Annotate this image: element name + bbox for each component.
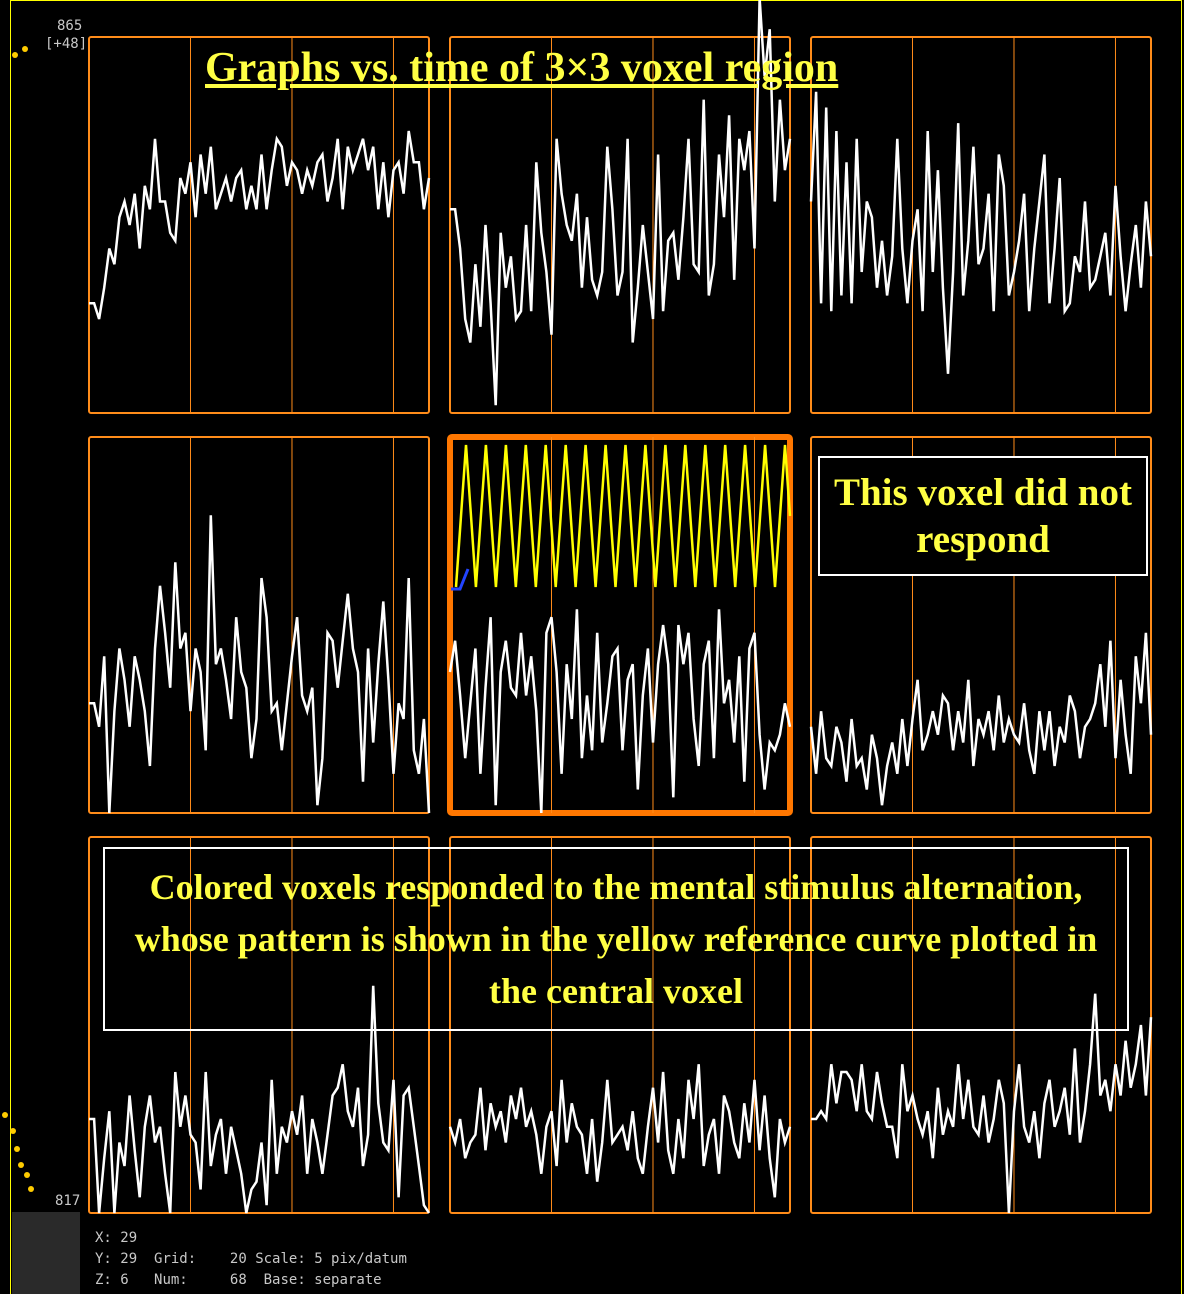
status-x: X: 29 [95, 1230, 138, 1246]
voxel-timeseries [448, 609, 792, 814]
decor-dot [18, 1162, 24, 1168]
decor-dot [2, 1112, 8, 1118]
no-response-note: This voxel did not respond [818, 456, 1148, 576]
decor-dot [12, 52, 18, 58]
caption-box: Colored voxels responded to the mental s… [103, 847, 1129, 1031]
decor-dot [28, 1186, 34, 1192]
status-z: Z: 6 [95, 1272, 129, 1288]
voxel-timeseries [89, 985, 431, 1214]
voxel-frame [88, 836, 430, 1214]
voxel-frame [810, 36, 1152, 414]
voxel-timeseries [89, 515, 431, 814]
decor-dot [14, 1146, 20, 1152]
y-axis-min-label: 817 [55, 1193, 81, 1209]
y-axis-max-label: 865 [57, 18, 83, 34]
status-panel: X: 29 Y: 29 Grid: 20 Scale: 5 pix/datum … [95, 1228, 407, 1291]
voxel-frame [88, 36, 430, 414]
reference-start-marker [451, 568, 470, 591]
status-grid-label: Grid: [154, 1251, 197, 1267]
voxel-timeseries [809, 632, 1153, 806]
status-scale: Scale: 5 pix/datum [255, 1251, 407, 1267]
voxel-frame [810, 436, 1152, 814]
status-num-label: Num: [154, 1272, 188, 1288]
no-response-note-text: This voxel did not respond [833, 471, 1132, 561]
y-axis-base-label: [+48] [45, 36, 88, 52]
decor-dot [22, 46, 28, 52]
decor-dot [10, 1128, 16, 1134]
voxel-timeseries [811, 993, 1153, 1214]
caption-text: Colored voxels responded to the mental s… [134, 867, 1098, 1011]
decor-dot [24, 1172, 30, 1178]
afni-graph-window [10, 0, 1182, 1294]
voxel-timeseries [89, 130, 431, 320]
voxel-frame [449, 36, 791, 414]
voxel-timeseries [448, 1064, 792, 1198]
selected-voxel-frame [447, 434, 793, 816]
image-thumbnail-area [12, 1212, 80, 1294]
voxel-timeseries [450, 0, 792, 406]
status-base: Base: separate [263, 1272, 382, 1288]
voxel-frame [449, 836, 791, 1214]
voxel-timeseries [809, 91, 1153, 374]
slide-title: Graphs vs. time of 3×3 voxel region [205, 45, 839, 91]
status-y: Y: 29 [95, 1251, 138, 1267]
status-grid-value: 20 [229, 1251, 247, 1267]
reference-curve [454, 444, 792, 588]
voxel-frame [88, 436, 430, 814]
status-num-value: 68 [229, 1272, 247, 1288]
